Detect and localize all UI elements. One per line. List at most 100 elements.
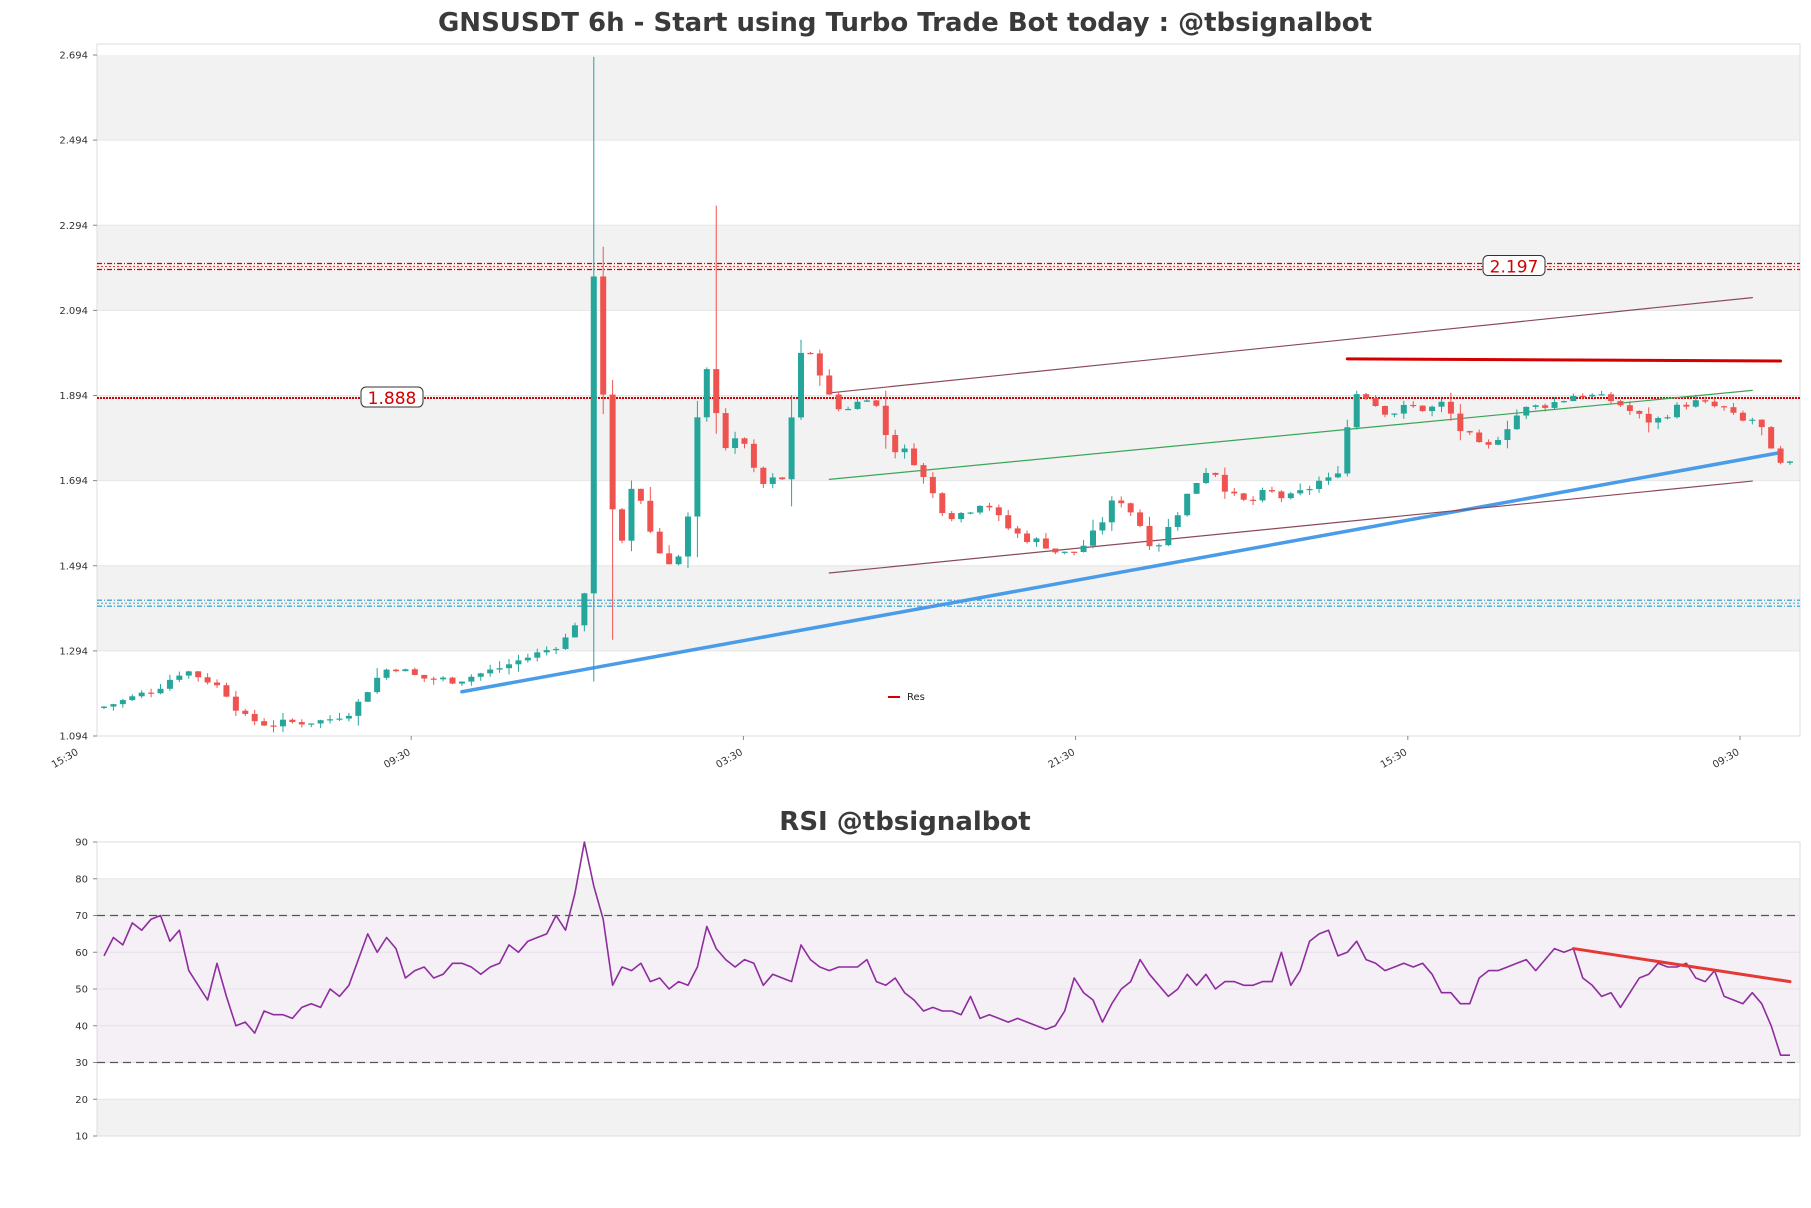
trend-line-mid_channel xyxy=(828,389,1753,480)
candle-body xyxy=(1419,405,1426,412)
main-y-tick-label: 2.694 xyxy=(59,51,88,62)
candle-body xyxy=(1042,538,1049,549)
trend-lines xyxy=(460,297,1783,694)
candle-body xyxy=(1165,526,1172,546)
candle-body xyxy=(242,710,249,714)
candle-body xyxy=(1212,472,1219,475)
candle-body xyxy=(1542,405,1549,408)
main-x-tick-label: 21:30 xyxy=(1047,747,1077,771)
candle-body xyxy=(1193,483,1200,494)
candle-body xyxy=(1504,429,1511,441)
candle-body xyxy=(204,677,211,683)
rsi-y-axis: 90 80 70 60 50 40 30 20 10 xyxy=(75,838,97,1143)
candle-body xyxy=(327,719,334,721)
candle-body xyxy=(138,692,145,697)
main-y-tick-label: 2.294 xyxy=(59,221,88,232)
trend-line-channel xyxy=(828,480,1753,574)
candle-body xyxy=(1608,394,1615,402)
main-y-tick-label: 2.494 xyxy=(59,136,88,147)
main-x-tick-label: 09:30 xyxy=(1711,747,1741,771)
candle-body xyxy=(1645,413,1652,423)
candle-body xyxy=(261,721,268,726)
candle-body xyxy=(863,400,870,402)
candle-body xyxy=(1259,490,1266,501)
candle-body xyxy=(1334,473,1341,478)
candle-body xyxy=(1268,490,1275,492)
candle-body xyxy=(308,723,315,725)
rsi-y-tick-label: 40 xyxy=(75,1021,88,1032)
candle-body xyxy=(901,448,908,453)
candle-body xyxy=(1664,417,1671,419)
candle-body xyxy=(1636,410,1643,414)
candle-body xyxy=(195,671,202,678)
main-y-tick-label: 1.494 xyxy=(59,561,88,572)
candle-body xyxy=(374,677,381,693)
candle-body xyxy=(421,674,428,679)
candle-body xyxy=(1787,461,1793,463)
candle-body xyxy=(543,650,550,653)
candle-body xyxy=(1570,395,1577,402)
candle-body xyxy=(920,465,927,477)
candle-body xyxy=(684,516,691,557)
main-band xyxy=(97,395,1800,481)
candle-body xyxy=(619,509,626,541)
candle-body xyxy=(571,625,578,638)
candle-body xyxy=(939,493,946,514)
candle-body xyxy=(1655,418,1662,423)
candle-body xyxy=(1739,412,1746,421)
candle-body xyxy=(835,394,842,410)
candle-body xyxy=(788,417,795,480)
candle-body xyxy=(1777,448,1784,463)
candle-body xyxy=(1702,400,1709,402)
main-y-tick-label: 2.094 xyxy=(59,306,88,317)
candle-body xyxy=(524,657,531,661)
candle-body xyxy=(1146,525,1153,547)
candle-body xyxy=(760,467,767,484)
candle-body xyxy=(995,507,1002,516)
candle-body xyxy=(1749,419,1756,421)
candle-body xyxy=(703,369,710,418)
candle-body xyxy=(600,276,607,395)
candle-body xyxy=(468,676,475,682)
candle-body xyxy=(1683,404,1690,407)
candle-body xyxy=(1014,528,1021,534)
main-plot-bands xyxy=(97,55,1800,737)
rsi-y-tick-label: 90 xyxy=(75,838,88,849)
candlestick-series xyxy=(101,56,1793,733)
candle-body xyxy=(1381,406,1388,415)
candle-body xyxy=(148,692,155,694)
main-y-tick-label: 1.094 xyxy=(59,732,88,743)
candle-body xyxy=(666,553,673,565)
candle-body xyxy=(1287,493,1294,499)
trend-line-resistance xyxy=(1345,357,1783,363)
candle-body xyxy=(892,435,899,453)
level-label-box xyxy=(360,386,424,408)
candle-body xyxy=(345,715,352,719)
candle-body xyxy=(1447,401,1454,414)
candle-body xyxy=(477,673,484,677)
candle-body xyxy=(1089,530,1096,546)
candle-body xyxy=(637,488,644,501)
rsi-y-tick-label: 50 xyxy=(75,985,88,996)
trend-line-trend_support xyxy=(460,450,1783,694)
candle-body xyxy=(798,352,805,418)
candle-body xyxy=(298,722,305,725)
main-y-tick-label: 1.894 xyxy=(59,391,88,402)
candle-body xyxy=(967,512,974,514)
level-label: 2.197 xyxy=(1490,258,1539,278)
candle-body xyxy=(487,669,494,674)
candle-body xyxy=(1758,419,1765,428)
candle-body xyxy=(411,669,418,675)
candle-body xyxy=(732,438,739,449)
rsi-band xyxy=(97,1099,1800,1136)
candle-body xyxy=(214,682,221,686)
candle-body xyxy=(1203,472,1210,484)
candle-body xyxy=(553,648,560,651)
candle-body xyxy=(534,652,541,658)
candle-body xyxy=(440,677,447,680)
candle-body xyxy=(270,725,277,727)
candle-body xyxy=(976,505,983,513)
candle-body xyxy=(232,696,239,711)
main-band xyxy=(97,55,1800,141)
